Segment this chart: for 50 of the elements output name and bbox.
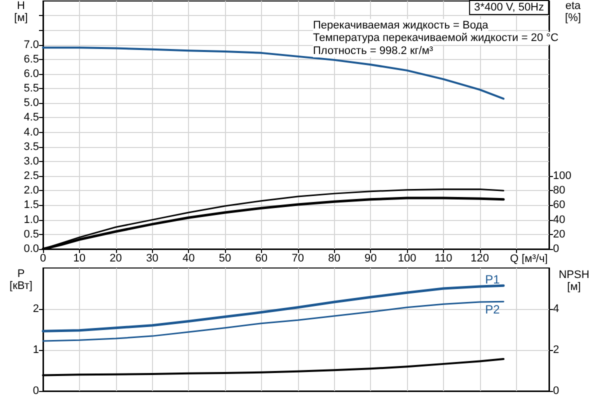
x-tick-label: 20	[110, 252, 122, 264]
y-tick-label: 6.0	[24, 68, 39, 80]
y2-tick-label: 40	[553, 214, 566, 226]
y-tick-label: 0.5	[24, 228, 39, 240]
y2-tick-label: 60	[553, 199, 566, 212]
y2-axis-title: eta [%]	[565, 0, 582, 24]
x-tick-label: 40	[182, 252, 195, 264]
y2-tick-label: 4	[553, 303, 560, 315]
y2-tick-label: 0	[553, 385, 560, 397]
x-tick-label: 60	[255, 252, 268, 264]
y-tick-label: 0	[32, 385, 39, 397]
x-tick-label: 80	[328, 252, 340, 264]
y-tick-label: 1.0	[24, 214, 39, 226]
x-tick-label: 30	[146, 252, 158, 264]
annotation: Плотность = 998.2 кг/м³	[313, 44, 434, 57]
y-tick-label: 7.0	[24, 38, 39, 51]
y-tick-label: 3.5	[24, 140, 39, 153]
y-axis-title: P [кВт]	[10, 268, 32, 292]
y-tick-label: 5.0	[24, 97, 39, 110]
y-tick-label: 4.5	[24, 112, 39, 124]
y-tick-label: 6.5	[24, 53, 39, 66]
x-axis-title: Q [м³/ч]	[510, 253, 548, 265]
x-tick-label: 90	[364, 252, 377, 264]
y2-tick-label: 80	[553, 184, 566, 197]
y-tick-label: 3.0	[24, 155, 39, 168]
y-tick-label: 4.0	[24, 126, 39, 138]
chart-title: 3*400 V, 50Hz	[474, 2, 544, 14]
x-tick-label: 70	[292, 252, 304, 264]
x-tick-label: 110	[434, 252, 452, 264]
y2-tick-label: 2	[553, 344, 560, 356]
x-tick-label: 100	[398, 252, 416, 264]
y-tick-label: 1	[32, 344, 39, 356]
y-tick-label: 2.0	[24, 184, 39, 197]
y-axis-title: H [м]	[14, 0, 28, 24]
annotation: Перекачиваемая жидкость = Вода	[313, 20, 490, 32]
y-tick-label: 2.5	[24, 170, 39, 182]
series-label: P1	[485, 272, 500, 287]
y2-tick-label: 0	[553, 243, 560, 255]
y2-axis-title: NPSH [м]	[558, 269, 590, 293]
x-tick-label: 120	[470, 252, 490, 264]
y-tick-label: 0.0	[24, 243, 39, 255]
annotation: Температура перекачиваемой жидкости = 20 °C	[313, 32, 559, 44]
x-tick-label: 50	[218, 252, 232, 264]
y-tick-label: 2	[32, 303, 39, 315]
y2-tick-label: 100	[553, 170, 572, 182]
y2-tick-label: 20	[553, 228, 566, 240]
series-label: P2	[485, 302, 500, 317]
y-tick-label: 5.5	[24, 82, 39, 95]
y-tick-label: 1.5	[24, 199, 39, 212]
x-tick-label: 10	[73, 252, 86, 264]
